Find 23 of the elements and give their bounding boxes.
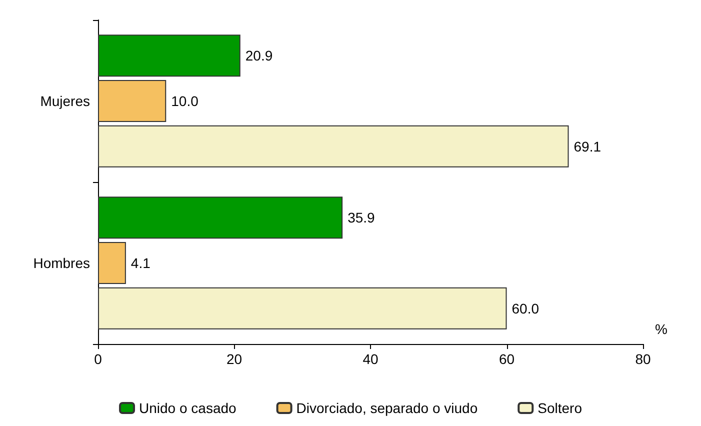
bar	[98, 80, 166, 122]
legend-label: Divorciado, separado o viudo	[296, 400, 478, 416]
bar	[98, 34, 240, 77]
x-tick-label: 40	[362, 351, 378, 367]
bar	[98, 287, 507, 330]
x-tick-label: 0	[94, 351, 102, 367]
data-label: 60.0	[512, 300, 540, 316]
data-label: 10.0	[171, 93, 199, 109]
bar	[98, 242, 126, 284]
data-label: 69.1	[574, 138, 602, 154]
legend-label: Unido o casado	[139, 400, 237, 416]
y-tick-label: Mujeres	[40, 93, 90, 109]
legend-label: Soltero	[538, 400, 582, 416]
bar	[98, 125, 569, 168]
x-tick-label: 80	[635, 351, 651, 367]
data-label: 20.9	[245, 48, 273, 64]
data-label: 4.1	[130, 255, 151, 271]
x-tick-label: 20	[226, 351, 242, 367]
bar	[98, 196, 343, 239]
data-label: 35.9	[348, 210, 376, 226]
y-tick-label: Hombres	[33, 255, 90, 271]
x-tick-label: 60	[498, 351, 515, 367]
x-axis-title: %	[655, 321, 668, 337]
